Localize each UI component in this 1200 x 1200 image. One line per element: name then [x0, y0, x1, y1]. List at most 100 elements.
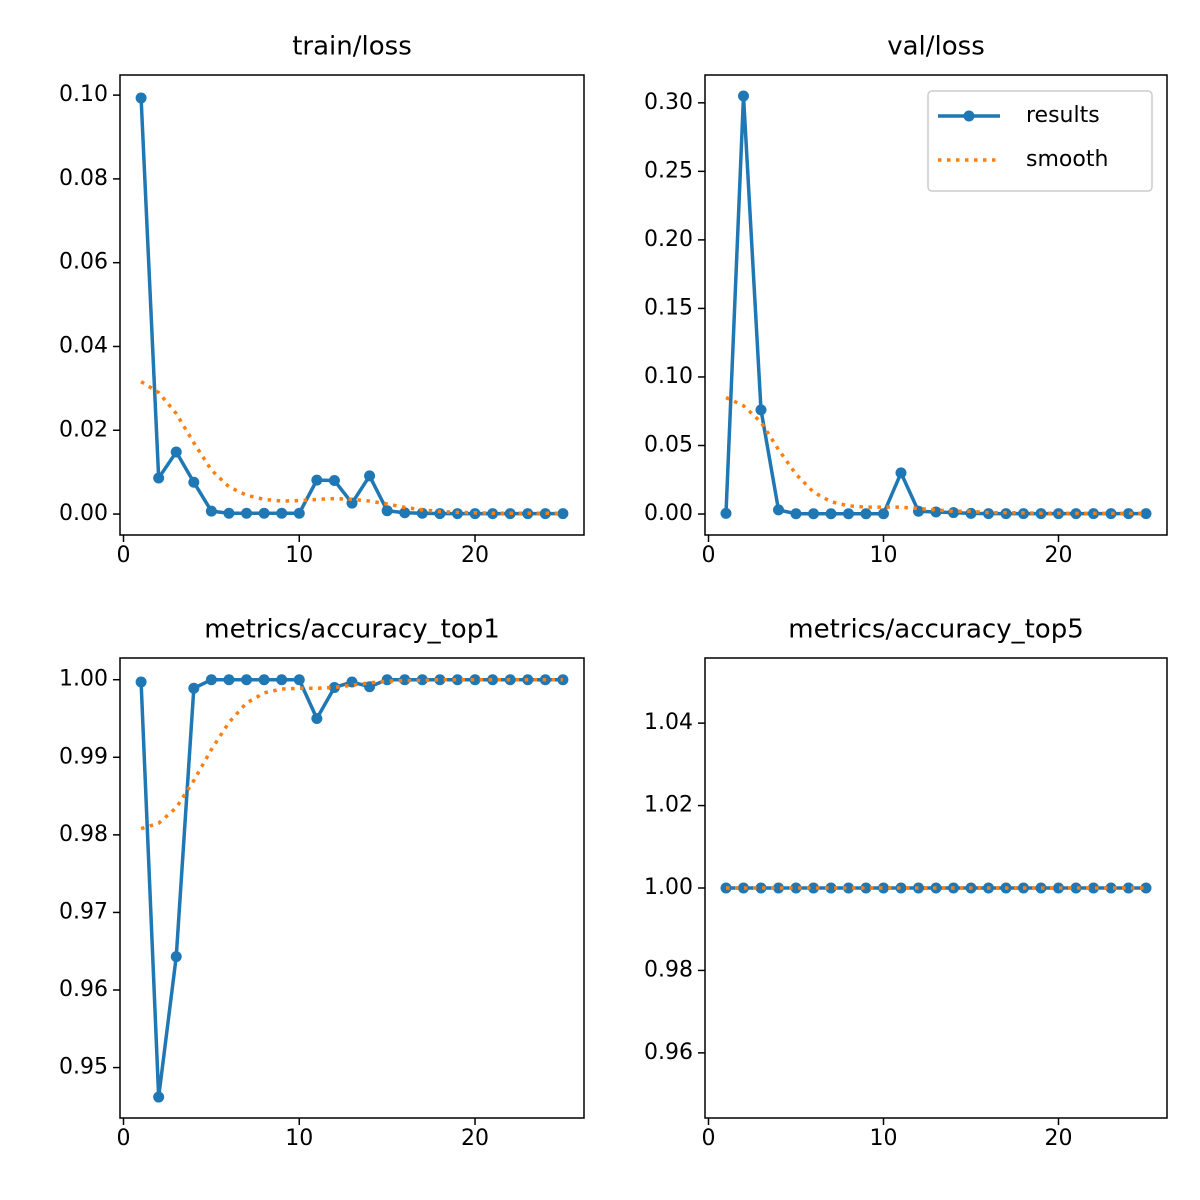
- series-line: [140, 677, 563, 831]
- data-point: [451, 674, 463, 686]
- data-point: [860, 882, 872, 894]
- data-point: [738, 90, 749, 102]
- y-tick-label: 0.25: [644, 158, 693, 183]
- data-point: [1105, 508, 1117, 520]
- y-tick-label: 1.00: [644, 875, 693, 900]
- data-point: [1140, 508, 1152, 520]
- data-point: [205, 505, 217, 517]
- data-point: [364, 470, 376, 482]
- legend-label: results: [1026, 103, 1100, 128]
- subplot-title: metrics/accuracy_top5: [788, 615, 1083, 645]
- data-point: [153, 1091, 165, 1103]
- data-point: [469, 674, 481, 686]
- axes-frame: [119, 74, 585, 536]
- data-point: [1140, 882, 1152, 894]
- data-point: [843, 508, 854, 520]
- data-point: [170, 446, 182, 458]
- x-tick-label: 0: [117, 1126, 131, 1151]
- x-tick-label: 10: [285, 1126, 313, 1151]
- data-point: [790, 508, 802, 520]
- data-point: [135, 676, 147, 688]
- data-point: [311, 474, 323, 486]
- data-point: [557, 508, 569, 520]
- data-point: [860, 508, 872, 520]
- series-line: [725, 395, 1146, 516]
- data-point: [738, 882, 749, 894]
- y-tick-label: 0.99: [59, 744, 108, 769]
- data-point: [878, 882, 889, 894]
- data-point: [293, 507, 305, 519]
- data-point: [1070, 882, 1082, 894]
- y-tick-label: 0.98: [644, 957, 693, 982]
- subplot-title: train/loss: [292, 32, 412, 62]
- data-point: [399, 507, 411, 519]
- y-tick-label: 0.06: [59, 250, 108, 275]
- axes-frame: [704, 74, 1168, 536]
- data-point: [311, 713, 323, 725]
- series-line: [140, 380, 563, 515]
- x-tick-label: 20: [461, 543, 489, 568]
- data-point: [755, 882, 767, 894]
- y-tick-label: 0.20: [644, 227, 693, 252]
- data-point: [1123, 508, 1134, 520]
- data-point: [223, 507, 235, 519]
- data-point: [241, 674, 253, 686]
- data-point: [170, 951, 182, 963]
- y-tick-label: 0.95: [59, 1055, 108, 1080]
- y-tick-label: 0.96: [59, 977, 108, 1002]
- subplot-title: val/loss: [887, 32, 985, 62]
- data-point: [825, 508, 837, 520]
- axes-frame: [119, 657, 585, 1119]
- y-tick-label: 0.98: [59, 822, 108, 847]
- data-point: [895, 882, 907, 894]
- data-point: [895, 467, 907, 479]
- data-point: [399, 674, 411, 686]
- data-point: [328, 681, 340, 693]
- y-tick-label: 1.04: [644, 710, 693, 735]
- data-point: [878, 508, 889, 520]
- data-point: [434, 674, 446, 686]
- subplot-title: metrics/accuracy_top1: [204, 615, 499, 645]
- data-point: [188, 682, 200, 694]
- y-tick-label: 0.04: [59, 333, 108, 358]
- y-tick-label: 0.08: [59, 166, 108, 191]
- data-point: [843, 882, 854, 894]
- data-point: [790, 882, 802, 894]
- data-point: [965, 507, 977, 519]
- data-point: [241, 507, 253, 519]
- y-tick-label: 0.96: [644, 1040, 693, 1065]
- data-point: [1105, 882, 1117, 894]
- data-point: [1053, 882, 1064, 894]
- y-tick-label: 0.00: [644, 501, 693, 526]
- data-point: [1123, 882, 1134, 894]
- legend-marker: [963, 110, 975, 122]
- y-tick-label: 0.00: [59, 501, 108, 526]
- legend-label: smooth: [1026, 147, 1108, 172]
- y-tick-label: 0.10: [644, 364, 693, 389]
- data-point: [416, 507, 428, 519]
- x-tick-label: 0: [702, 1126, 716, 1151]
- data-point: [773, 882, 784, 894]
- y-tick-label: 0.15: [644, 295, 693, 320]
- y-tick-label: 1.00: [59, 667, 108, 692]
- data-point: [258, 674, 270, 686]
- x-tick-label: 10: [285, 543, 313, 568]
- x-tick-label: 20: [1045, 1126, 1073, 1151]
- x-tick-label: 10: [870, 1126, 898, 1151]
- y-tick-label: 0.02: [59, 417, 108, 442]
- data-point: [808, 882, 819, 894]
- data-point: [825, 882, 837, 894]
- data-point: [487, 674, 499, 686]
- data-point: [188, 476, 200, 488]
- data-point: [1088, 882, 1099, 894]
- axes-frame: [704, 657, 1168, 1119]
- data-point: [381, 505, 393, 517]
- data-point: [720, 507, 732, 519]
- data-point: [276, 674, 288, 686]
- data-point: [205, 674, 217, 686]
- y-tick-label: 0.05: [644, 432, 693, 457]
- x-tick-label: 0: [702, 543, 716, 568]
- data-point: [434, 508, 446, 520]
